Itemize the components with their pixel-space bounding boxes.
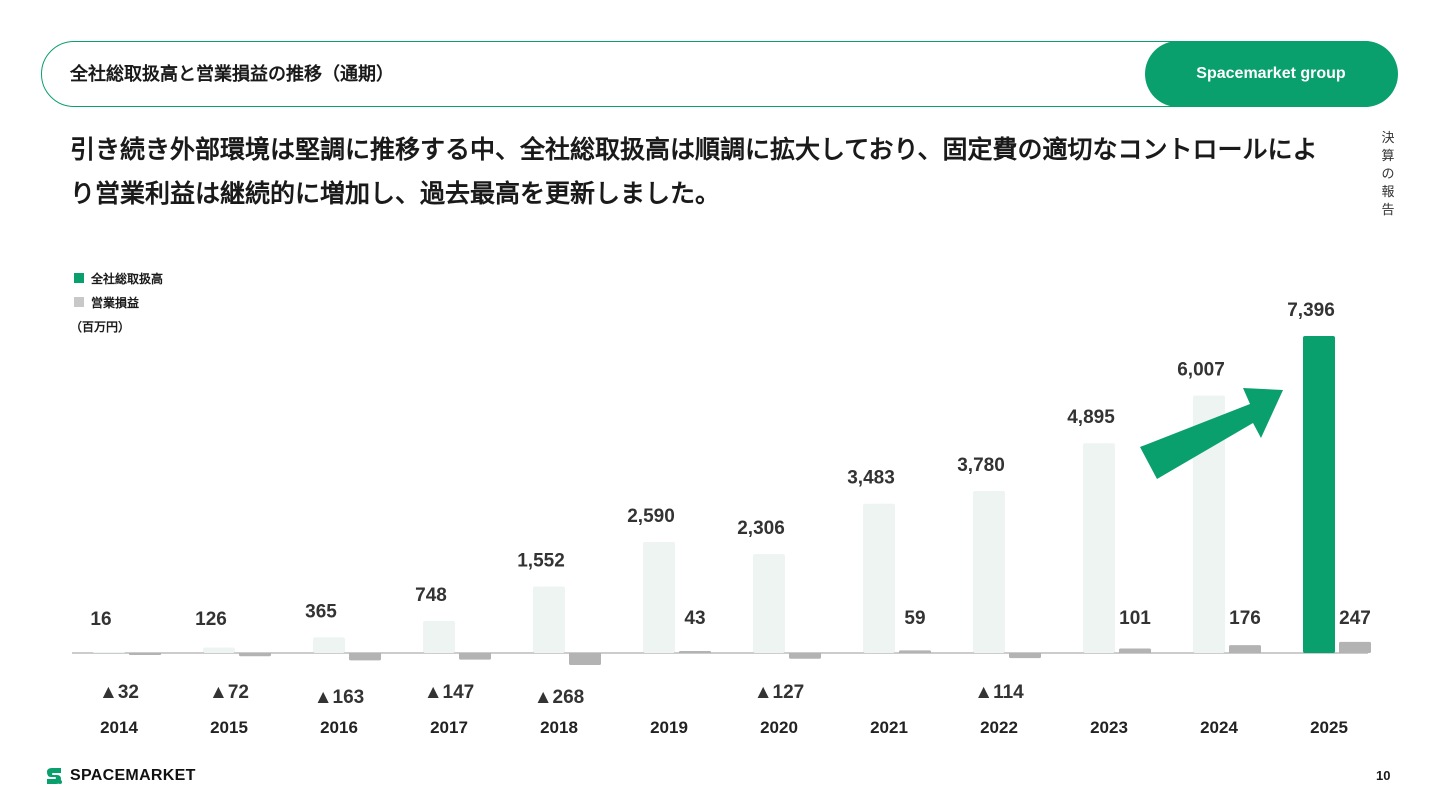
profit-value-label: ▲268 — [534, 687, 585, 708]
gmv-bar — [93, 652, 125, 653]
side-nav-char: の — [1381, 167, 1395, 182]
x-tick-label: 2014 — [100, 718, 138, 737]
x-tick-label: 2025 — [1310, 718, 1348, 737]
profit-value-label: ▲127 — [754, 682, 805, 703]
profit-bar — [1229, 645, 1261, 653]
chart-legend: 全社総取扱高 営業損益 — [74, 266, 163, 314]
legend-swatch-profit — [74, 297, 84, 307]
footer-logo: SPACEMARKET — [44, 766, 196, 786]
profit-value-label: ▲163 — [314, 687, 365, 708]
profit-bar — [459, 653, 491, 660]
x-tick-label: 2015 — [210, 718, 248, 737]
side-nav-char: 決 — [1381, 131, 1395, 146]
profit-bar — [239, 653, 271, 657]
side-nav-char: 報 — [1381, 185, 1395, 200]
profit-value-label: 43 — [684, 608, 705, 629]
legend-label-gmv: 全社総取扱高 — [91, 271, 164, 286]
gmv-bar — [1083, 443, 1115, 653]
gmv-bar — [643, 541, 675, 653]
x-tick-label: 2021 — [870, 718, 908, 737]
x-tick-label: 2016 — [320, 718, 358, 737]
section-title: 全社総取扱高と営業損益の推移（通期） — [70, 64, 394, 85]
legend-item-gmv: 全社総取扱高 — [74, 266, 163, 290]
gmv-bar — [313, 637, 345, 653]
x-tick-label: 2020 — [760, 718, 798, 737]
gmv-value-label: 2,590 — [627, 506, 675, 527]
gmv-bar — [973, 490, 1005, 653]
gmv-value-label: 7,396 — [1287, 300, 1335, 321]
profit-bar — [679, 651, 711, 653]
section-header: 全社総取扱高と営業損益の推移（通期） Spacemarket group — [41, 40, 1398, 107]
profit-value-label: ▲32 — [99, 682, 139, 703]
gmv-bar — [533, 586, 565, 653]
profit-bar — [789, 653, 821, 659]
gmv-bar — [1193, 395, 1225, 653]
profit-value-label: 176 — [1229, 608, 1261, 629]
x-tick-label: 2022 — [980, 718, 1018, 737]
page-number: 10 — [1376, 768, 1391, 783]
gmv-value-label: 1,552 — [517, 550, 565, 571]
gmv-value-label: 2,306 — [737, 518, 785, 539]
profit-value-label: 59 — [904, 608, 925, 629]
profit-value-label: 247 — [1339, 608, 1371, 629]
gmv-bar — [753, 554, 785, 653]
gmv-value-label: 748 — [415, 585, 447, 606]
side-nav-char: 算 — [1381, 149, 1395, 164]
side-nav-label[interactable]: 決 算 の 報 告 — [1380, 130, 1396, 220]
headline: 引き続き外部環境は堅調に推移する中、全社総取扱高は順調に拡大しており、固定費の適… — [70, 135, 1318, 208]
profit-value-label: ▲114 — [974, 682, 1024, 703]
profit-bar — [1009, 653, 1041, 659]
profit-bar — [1339, 641, 1371, 653]
profit-bar — [569, 653, 601, 666]
profit-bar — [1119, 648, 1151, 653]
gmv-bar — [863, 503, 895, 653]
profit-value-label: ▲72 — [209, 682, 249, 703]
gmv-value-label: 6,007 — [1177, 360, 1225, 381]
gmv-value-label: 365 — [305, 601, 337, 622]
logo-wordmark: SPACEMARKET — [70, 767, 196, 784]
brand-badge: Spacemarket group — [1144, 40, 1398, 107]
gmv-bar — [423, 620, 455, 653]
profit-value-label: ▲147 — [424, 682, 475, 703]
x-tick-label: 2023 — [1090, 718, 1128, 737]
logo-icon — [47, 768, 62, 784]
side-nav-char: 告 — [1381, 203, 1395, 218]
gmv-value-label: 4,895 — [1067, 407, 1115, 428]
chart-unit: （百万円） — [70, 320, 131, 334]
gmv-value-label: 16 — [90, 609, 111, 630]
gmv-bar — [203, 647, 235, 653]
gmv-bar — [1303, 336, 1335, 653]
x-tick-label: 2019 — [650, 718, 688, 737]
gmv-value-label: 3,780 — [957, 455, 1005, 476]
profit-bar — [349, 653, 381, 661]
legend-label-profit: 営業損益 — [91, 295, 140, 310]
x-tick-label: 2018 — [540, 718, 578, 737]
x-tick-label: 2024 — [1200, 718, 1238, 737]
profit-bar — [129, 653, 161, 655]
gmv-value-label: 3,483 — [847, 468, 895, 489]
legend-swatch-gmv — [74, 273, 84, 283]
profit-value-label: 101 — [1119, 608, 1151, 629]
profit-bar — [899, 650, 931, 653]
gmv-value-label: 126 — [195, 609, 227, 630]
legend-item-profit: 営業損益 — [74, 290, 163, 314]
x-tick-label: 2017 — [430, 718, 468, 737]
